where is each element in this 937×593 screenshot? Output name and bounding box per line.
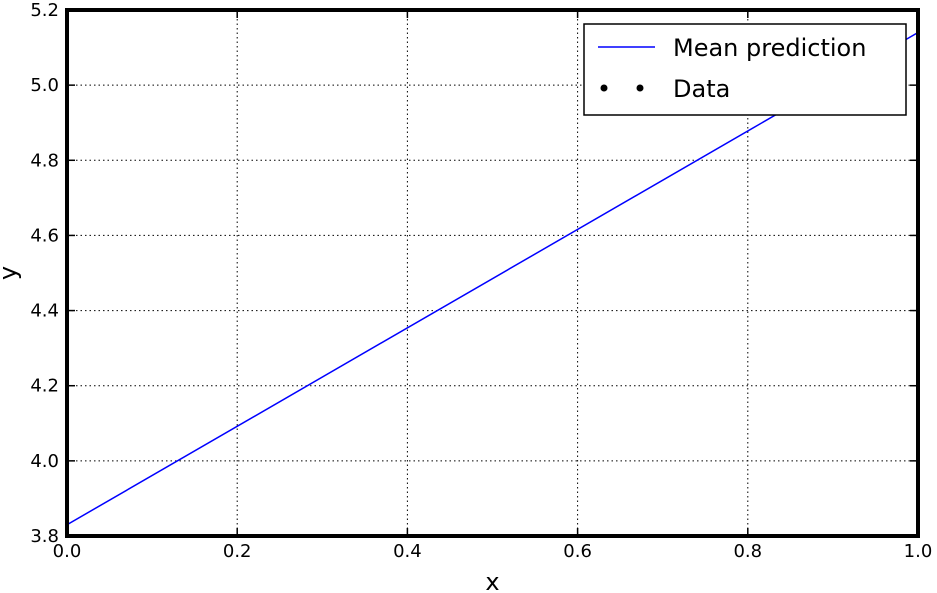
- legend-label-mean-prediction: Mean prediction: [673, 34, 866, 62]
- y-axis-label: y: [0, 266, 22, 280]
- x-tick-label: 0.0: [53, 541, 82, 562]
- x-tick-label: 0.4: [393, 541, 422, 562]
- y-tick-label: 4.4: [30, 301, 59, 322]
- x-tick-label: 0.6: [563, 541, 592, 562]
- y-tick-label: 5.2: [30, 0, 59, 21]
- x-tick-label: 0.8: [733, 541, 762, 562]
- x-tick-label: 0.2: [223, 541, 252, 562]
- plot-frame: [65, 8, 920, 538]
- x-axis-label: x: [485, 568, 499, 593]
- legend-swatch-data-dot: [600, 84, 608, 92]
- legend: Mean prediction Data: [583, 23, 907, 116]
- x-tick-label: 1.0: [904, 541, 933, 562]
- y-tick-label: 5.0: [30, 75, 59, 96]
- legend-label-data: Data: [673, 75, 730, 103]
- y-tick-label: 4.0: [30, 451, 59, 472]
- y-tick-label: 4.8: [30, 150, 59, 171]
- y-tick-label: 4.6: [30, 225, 59, 246]
- y-tick-label: 4.2: [30, 376, 59, 397]
- y-tick-label: 3.8: [30, 526, 59, 547]
- legend-swatch-data-dot: [636, 84, 644, 92]
- legend-box: [583, 23, 907, 116]
- ticks: 0.0 0.2 0.4 0.6 0.8 1.0 3.8 4.0 4.2 4.4 4.6 4.8 5.0 5…: [30, 0, 932, 562]
